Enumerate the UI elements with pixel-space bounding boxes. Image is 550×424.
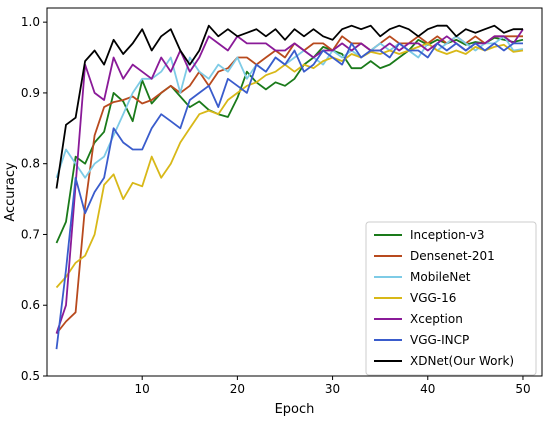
series-layer	[55, 24, 524, 350]
y-tick-label: 0.5	[21, 369, 40, 383]
y-tick-label: 0.9	[21, 86, 40, 100]
series-line-densenet-201	[55, 35, 523, 335]
legend-label-vgg-incp: VGG-INCP	[410, 333, 469, 347]
ticks-layer: 10 20 30 40 50 0.5 0.6 0.7 0.8 0.9 1.0	[21, 15, 531, 396]
x-tick-label: 40	[420, 382, 435, 396]
legend-label-xception: Xception	[410, 312, 463, 326]
legend-box	[365, 221, 537, 376]
series-line-vgg-incp	[55, 42, 523, 350]
legend-label-densenet-201: Densenet-201	[410, 249, 495, 263]
series-line-vgg-16	[55, 42, 524, 289]
y-axis-label: Accuracy	[3, 162, 18, 222]
legend-label-inception-v3: Inception-v3	[410, 228, 484, 242]
series-line-xception	[55, 28, 524, 334]
x-tick-label: 10	[135, 382, 150, 396]
y-tick-label: 0.7	[21, 227, 40, 241]
series-line-xdnet-our-work	[55, 24, 523, 189]
x-tick-label: 20	[230, 382, 245, 396]
y-tick-label: 0.8	[21, 157, 40, 171]
legend: Inception-v3 Densenet-201 MobileNet VGG-16 X…	[365, 221, 537, 376]
legend-label-mobilenet: MobileNet	[410, 270, 471, 284]
x-axis-label: Epoch	[275, 402, 315, 417]
x-tick-label: 30	[325, 382, 340, 396]
plot-frame	[46, 7, 543, 377]
legend-label-vgg-16: VGG-16	[410, 291, 456, 305]
series-line-mobilenet	[55, 35, 524, 179]
y-tick-label: 1.0	[21, 15, 40, 29]
legend-label-xdnet-our-work: XDNet(Our Work)	[410, 354, 514, 368]
y-tick-label: 0.6	[21, 298, 40, 312]
x-tick-label: 50	[515, 382, 530, 396]
